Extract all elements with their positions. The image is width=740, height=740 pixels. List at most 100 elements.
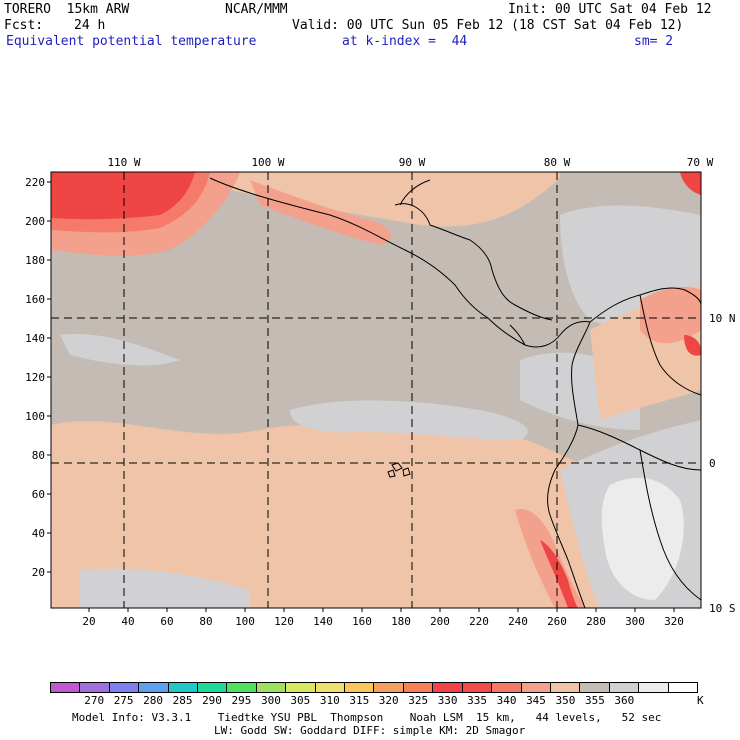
colorbar-label: 275 xyxy=(113,694,134,707)
colorbar-swatch xyxy=(256,683,287,692)
y-tick-label: 40 xyxy=(32,527,45,540)
y-tick-label: 140 xyxy=(25,332,45,345)
x-tick-label: 120 xyxy=(274,615,294,628)
colorbar-label: 310 xyxy=(319,694,340,707)
field-355-west-band xyxy=(60,334,180,366)
colorbar-swatch xyxy=(139,683,169,692)
x-tick-label: 260 xyxy=(547,615,567,628)
y-tick-label: 100 xyxy=(25,410,45,423)
x-tick-label: 60 xyxy=(160,615,173,628)
colorbar-label: 325 xyxy=(408,694,429,707)
colorbar-swatch xyxy=(345,683,375,692)
colorbar-swatch xyxy=(403,683,434,692)
colorbar-swatch xyxy=(580,683,610,692)
x-tick-label: 20 xyxy=(82,615,95,628)
colorbar-swatch xyxy=(286,683,316,692)
coastline-south-america-west xyxy=(547,321,591,609)
field-330-caribbean xyxy=(684,335,701,356)
colorbar-label: 300 xyxy=(260,694,281,707)
colorbar-label: 270 xyxy=(84,694,105,707)
center-name: NCAR/MMM xyxy=(225,2,288,17)
lon-label-70w: 70 W xyxy=(687,156,714,169)
field-355-southwest xyxy=(80,568,250,608)
forecast-label: Fcst: xyxy=(4,18,44,33)
colorbar-label: 350 xyxy=(555,694,576,707)
y-tick-label: 200 xyxy=(25,215,45,228)
coastline-south-america-north xyxy=(589,287,702,323)
colorbar-label: 345 xyxy=(526,694,546,707)
forecast-hour: 24 h xyxy=(74,18,106,33)
field-360-patch xyxy=(601,477,684,600)
colorbar-swatch xyxy=(550,683,581,692)
field-330-northeast xyxy=(680,172,701,195)
coastline-yucatan xyxy=(399,179,431,206)
colorbar-swatch xyxy=(198,683,228,692)
lon-label-80w: 80 W xyxy=(544,156,571,169)
colorbar xyxy=(50,682,698,693)
x-tick-label: 40 xyxy=(121,615,134,628)
colorbar-swatch xyxy=(80,683,110,692)
field-340-colombia xyxy=(640,287,701,344)
x-tick-label: 80 xyxy=(199,615,212,628)
coastline-central-america xyxy=(209,177,591,348)
field-name: Equivalent potential temperature xyxy=(6,34,257,49)
colorbar-swatch xyxy=(639,683,669,692)
x-tick-label: 200 xyxy=(430,615,450,628)
colorbar-units: K xyxy=(697,694,704,707)
model-name: TORERO 15km ARW xyxy=(4,2,130,17)
colorbar-swatch xyxy=(462,683,493,692)
lat-label-10n: 10 N xyxy=(709,312,736,325)
field-345-north xyxy=(51,172,560,227)
colorbar-label: 320 xyxy=(378,694,399,707)
x-tick-label: 220 xyxy=(469,615,489,628)
y-tick-label: 60 xyxy=(32,488,45,501)
coastline-galapagos xyxy=(387,462,411,478)
colorbar-label: 280 xyxy=(143,694,164,707)
colorbar-swatch xyxy=(433,683,463,692)
field-355-band-1 xyxy=(290,400,528,440)
y-tick-label: 220 xyxy=(25,176,45,189)
y-axis-ticks xyxy=(47,181,51,573)
lat-label-10s: 10 S xyxy=(709,602,736,615)
border-peru-brazil xyxy=(639,449,702,601)
colorbar-swatch xyxy=(109,683,140,692)
colorbar-label: 315 xyxy=(349,694,370,707)
init-time: Init: 00 UTC Sat 04 Feb 12 xyxy=(508,2,712,17)
colorbar-label: 330 xyxy=(437,694,458,707)
y-tick-label: 120 xyxy=(25,371,45,384)
lon-label-110w: 110 W xyxy=(107,156,140,169)
colorbar-swatch xyxy=(315,683,346,692)
x-tick-label: 160 xyxy=(352,615,372,628)
lon-label-100w: 100 W xyxy=(251,156,284,169)
colorbar-label: 355 xyxy=(584,694,605,707)
field-330-northwest xyxy=(51,172,195,220)
colorbar-swatch xyxy=(51,683,81,692)
colorbar-swatch xyxy=(492,683,522,692)
lat-label-0: 0 xyxy=(709,457,716,470)
map-frame xyxy=(50,171,702,609)
x-tick-label: 320 xyxy=(664,615,684,628)
forecast-map: 110 W 100 W 90 W 80 W 70 W 10 N 0 10 S 2… xyxy=(25,156,736,628)
colorbar-swatch xyxy=(227,683,257,692)
colorbar-label: 305 xyxy=(290,694,311,707)
colorbar-swatch xyxy=(521,683,551,692)
valid-time: Valid: 00 UTC Sun 05 Feb 12 (18 CST Sat … xyxy=(292,18,684,33)
colorbar-label: 285 xyxy=(172,694,193,707)
x-tick-label: 140 xyxy=(313,615,333,628)
x-tick-label: 300 xyxy=(625,615,645,628)
colorbar-swatch xyxy=(168,683,199,692)
border-panama xyxy=(509,324,526,346)
border-colombia-venezuela xyxy=(639,294,702,396)
y-tick-label: 80 xyxy=(32,449,45,462)
coastline-caribbean xyxy=(394,203,553,321)
y-tick-label: 20 xyxy=(32,566,45,579)
colorbar-swatch xyxy=(609,683,640,692)
lon-label-90w: 90 W xyxy=(399,156,426,169)
y-tick-label: 160 xyxy=(25,293,45,306)
coastlines xyxy=(209,177,702,609)
x-axis-ticks xyxy=(88,608,675,612)
colorbar-label: 335 xyxy=(467,694,488,707)
colorbar-label: 360 xyxy=(614,694,635,707)
x-tick-label: 280 xyxy=(586,615,606,628)
model-info-line-1: Model Info: V3.3.1 Tiedtke YSU PBL Thomp… xyxy=(72,711,662,724)
